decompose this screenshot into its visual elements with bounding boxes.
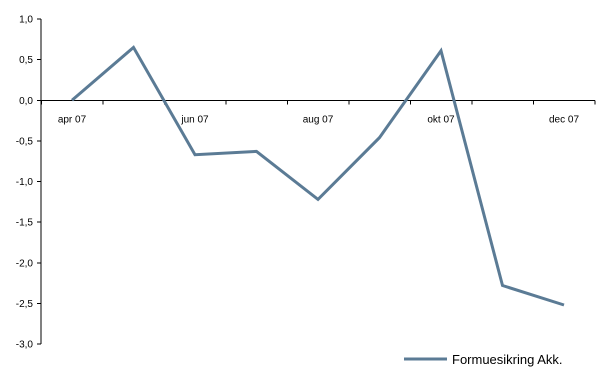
y-axis: 1,0 0,5 0,0 -0,5 -1,0 -1,5 -2,0 -2,5 -3,0 [16, 15, 42, 351]
x-tick-label: aug 07 [303, 114, 334, 125]
y-tick-label: -0,5 [16, 136, 34, 147]
x-tick-label: dec 07 [549, 114, 579, 125]
legend-label: Formuesikring Akk. [452, 352, 563, 367]
y-tick-label: -3,0 [16, 340, 34, 351]
x-tick-label: jun 07 [180, 114, 209, 125]
y-tick-label: -2,5 [16, 299, 34, 310]
x-axis: apr 07 jun 07 aug 07 okt 07 dec 07 [40, 99, 596, 125]
y-tick-label: -2,0 [16, 258, 34, 269]
y-tick-label: 1,0 [19, 15, 33, 26]
y-tick-label: -1,0 [16, 177, 34, 188]
x-tick-label: okt 07 [427, 114, 455, 125]
y-tick-label: -1,5 [16, 218, 34, 229]
y-tick-label: 0,5 [19, 55, 33, 66]
legend: Formuesikring Akk. [404, 352, 563, 367]
series-line [71, 45, 565, 307]
series-layer [71, 45, 565, 307]
x-tick-label: apr 07 [58, 114, 87, 125]
y-tick-label: 0,0 [19, 96, 33, 107]
